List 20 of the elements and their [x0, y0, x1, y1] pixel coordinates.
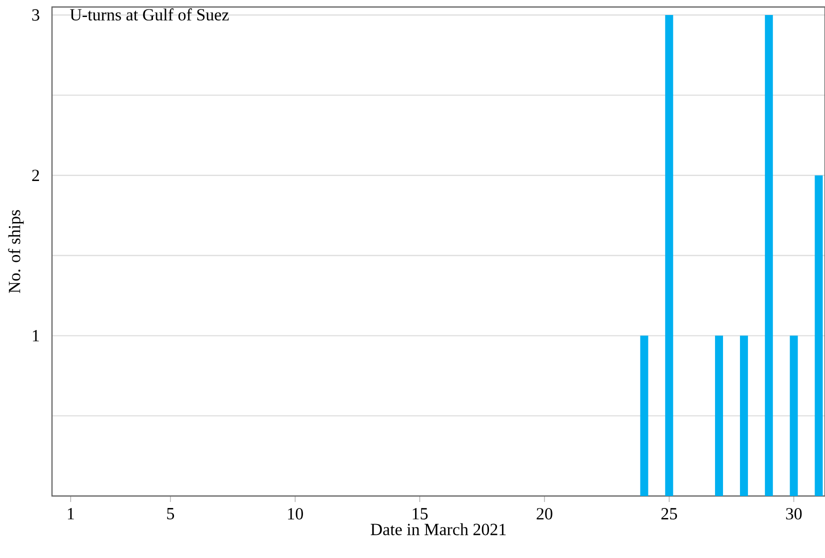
x-tick-label: 5	[167, 508, 174, 520]
chart-title: U-turns at Gulf of Suez	[70, 8, 229, 21]
x-tick-label: 20	[536, 508, 552, 520]
bar	[665, 15, 674, 496]
x-tick-label: 1	[68, 508, 74, 520]
y-tick-label: 3	[32, 9, 40, 21]
bar	[640, 336, 648, 496]
x-tick-label: 15	[412, 508, 428, 520]
y-axis-title: No. of ships	[8, 210, 24, 294]
bar	[790, 336, 798, 496]
bar	[740, 336, 748, 496]
x-tick-label: 25	[661, 508, 677, 520]
bar	[715, 336, 724, 496]
bar	[764, 15, 773, 496]
x-tick-label: 10	[288, 508, 303, 520]
y-tick-label: 2	[32, 170, 39, 181]
y-tick-label: 1	[32, 330, 39, 342]
bar	[814, 175, 823, 496]
x-axis-title: Date in March 2021	[370, 523, 506, 536]
x-tick-label: 30	[786, 508, 802, 520]
